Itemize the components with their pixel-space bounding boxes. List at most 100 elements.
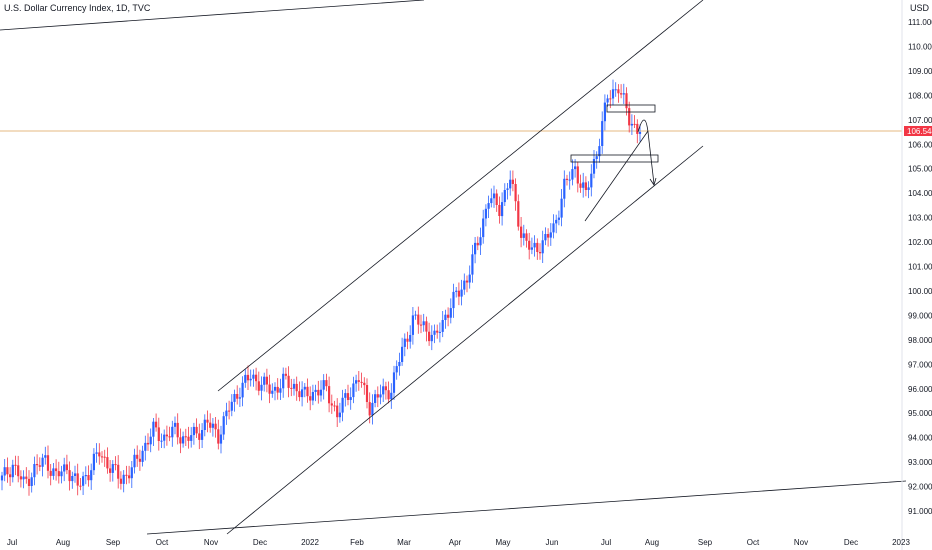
candle-body <box>346 393 350 400</box>
time-tick-label: Mar <box>397 538 411 547</box>
candle-body <box>355 380 358 384</box>
candle-body <box>468 274 471 283</box>
price-axis[interactable]: 111.000 110.000 109.000 108.000 107.000 106.0… <box>908 18 932 516</box>
projection-arrow[interactable] <box>637 119 655 185</box>
candle-body <box>287 375 290 388</box>
candle-body <box>201 430 204 440</box>
candle-body <box>411 315 414 335</box>
candle-body <box>511 179 514 184</box>
candle-body <box>311 392 314 401</box>
candle-body <box>273 386 277 391</box>
candle-body <box>374 394 377 403</box>
candle-body <box>319 389 323 396</box>
candle-body <box>595 156 598 159</box>
price-tick-label: 91.000 <box>908 507 932 516</box>
candle-body <box>544 234 547 241</box>
candle-body <box>325 380 328 387</box>
candle-body <box>476 242 479 246</box>
candle-body <box>303 386 306 390</box>
candle-body <box>398 362 401 367</box>
price-tick-label: 111.000 <box>908 18 932 27</box>
price-tick-label: 95.000 <box>908 409 932 418</box>
candle-body <box>106 457 109 469</box>
candle-body <box>409 335 412 342</box>
candle-body <box>617 89 620 94</box>
candle-body <box>330 403 333 406</box>
upper-channel-line[interactable] <box>217 0 704 392</box>
candle-body <box>257 381 260 391</box>
candle-body <box>487 203 490 209</box>
candle-body <box>295 383 298 392</box>
price-tick-label: 107.000 <box>908 116 932 125</box>
chart-title: U.S. Dollar Currency Index, 1D, TVC <box>4 3 151 13</box>
candle-body <box>57 471 60 477</box>
price-tick-label: 100.000 <box>908 287 932 296</box>
candle-body <box>390 392 393 400</box>
drawings-group <box>0 0 907 535</box>
candle-body <box>449 308 452 318</box>
candle-body <box>209 422 212 428</box>
candle-body <box>249 378 252 381</box>
triangle-lower-edge[interactable] <box>584 130 649 222</box>
candle-body <box>298 391 301 398</box>
candle-body <box>384 386 387 391</box>
candle-body <box>490 198 493 204</box>
long-term-upper-line[interactable] <box>0 0 425 31</box>
candle-body <box>160 440 163 442</box>
candle-body <box>579 183 582 188</box>
candle-body <box>379 394 382 398</box>
currency-label: USD <box>910 3 930 13</box>
candle-body <box>428 331 431 342</box>
price-tick-label: 108.000 <box>908 91 932 100</box>
candle-body <box>222 416 225 435</box>
candle-body <box>46 455 50 471</box>
candle-body <box>228 410 231 412</box>
last-price-label: 106.544 <box>907 127 932 136</box>
candle-body <box>155 421 158 428</box>
candle-body <box>246 374 250 381</box>
time-tick-label: Apr <box>449 538 462 547</box>
candle-body <box>349 397 352 400</box>
candle-body <box>509 179 512 189</box>
candle-body <box>171 426 174 438</box>
candle-body <box>336 405 339 418</box>
candle-body <box>571 169 574 180</box>
support-box[interactable] <box>570 154 659 163</box>
candle-body <box>357 380 360 382</box>
candle-body <box>636 123 639 134</box>
resistance-box[interactable] <box>606 104 656 113</box>
candle-body <box>55 468 58 472</box>
candle-body <box>525 233 528 241</box>
candle-body <box>25 476 28 479</box>
candle-body <box>60 471 63 477</box>
projection-arrowhead <box>649 177 657 186</box>
candle-body <box>79 485 82 487</box>
price-tick-label: 109.000 <box>908 67 932 76</box>
candle-body <box>52 468 55 476</box>
candle-body <box>176 422 179 438</box>
candle-body <box>582 182 585 188</box>
candle-body <box>306 386 309 397</box>
candle-body <box>611 89 615 99</box>
candles-group <box>0 79 642 496</box>
candle-body <box>244 374 247 383</box>
time-tick-label: Sep <box>698 538 713 547</box>
candle-body <box>217 429 220 444</box>
candle-body <box>401 346 404 362</box>
candle-body <box>382 386 385 395</box>
time-tick-label: Aug <box>56 538 70 547</box>
candle-body <box>265 376 268 385</box>
time-axis[interactable]: Jul Aug Sep Oct Nov Dec 2022 Feb Mar Apr May Jun Jul… <box>7 538 911 547</box>
lower-channel-line[interactable] <box>226 145 704 535</box>
candle-body <box>565 178 569 180</box>
candle-body <box>165 434 168 437</box>
long-term-lower-line[interactable] <box>146 480 907 535</box>
time-tick-label: May <box>495 538 510 547</box>
candle-body <box>614 89 617 91</box>
candle-body <box>38 465 41 467</box>
candle-body <box>122 474 125 484</box>
candle-body <box>71 476 74 482</box>
candle-body <box>3 467 6 476</box>
candle-body <box>528 240 531 250</box>
